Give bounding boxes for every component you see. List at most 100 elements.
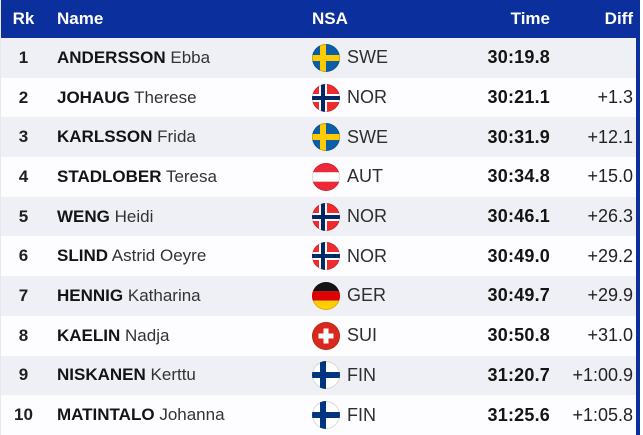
rank-cell: 8 <box>18 325 29 345</box>
athlete-name-cell: HENNIG Katharina <box>46 286 310 306</box>
athlete-given-name: Ebba <box>170 47 211 67</box>
result-row[interactable]: 9 NISKANEN Kerttu FIN 31:20.7 +1:00.9 <box>1 355 636 396</box>
athlete-given-name: Katharina <box>127 285 201 305</box>
athlete-given-name: Astrid Oeyre <box>111 246 207 266</box>
diff-cell: +29.9 <box>587 285 633 306</box>
rank-cell: 5 <box>18 206 29 226</box>
athlete-surname: KARLSSON <box>57 127 153 147</box>
diff-cell: +1:05.8 <box>572 404 633 425</box>
athlete-name-cell: KAELIN Nadja <box>46 326 310 346</box>
nsa-code: AUT <box>347 166 383 187</box>
time-cell: 30:49.7 <box>487 285 550 306</box>
diff-cell: +12.1 <box>587 126 633 147</box>
flag-aut-icon <box>312 162 340 191</box>
result-row[interactable]: 3 KARLSSON Frida SWE 30:31.9 +12.1 <box>1 117 636 158</box>
diff-cell: +26.3 <box>587 206 633 227</box>
result-row[interactable]: 10 MATINTALO Johanna FIN 31:25.6 +1:05.8 <box>1 395 636 435</box>
time-cell: 30:50.8 <box>487 325 550 346</box>
athlete-surname: ANDERSSON <box>57 47 166 67</box>
column-header-nsa: NSA <box>312 9 348 28</box>
nsa-cell: AUT <box>310 162 428 191</box>
nsa-cell: SWE <box>310 43 428 72</box>
athlete-given-name: Therese <box>134 87 197 107</box>
time-cell: 30:21.1 <box>487 87 550 108</box>
nsa-cell: FIN <box>310 361 428 390</box>
time-cell: 30:34.8 <box>487 166 550 187</box>
athlete-surname: HENNIG <box>57 285 124 305</box>
athlete-given-name: Johanna <box>159 405 225 425</box>
flag-nor-icon <box>312 83 340 112</box>
athlete-given-name: Teresa <box>165 166 217 186</box>
diff-cell: +29.2 <box>587 245 633 266</box>
nsa-code: SWE <box>347 47 389 68</box>
rank-cell: 3 <box>18 127 29 147</box>
flag-swe-icon <box>312 123 340 152</box>
rank-cell: 2 <box>18 87 29 107</box>
time-cell: 30:31.9 <box>487 126 550 147</box>
athlete-name-cell: JOHAUG Therese <box>46 88 310 108</box>
result-row[interactable]: 5 WENG Heidi NOR 30:46.1 +26.3 <box>1 196 636 237</box>
athlete-given-name: Nadja <box>125 325 170 345</box>
athlete-name-cell: NISKANEN Kerttu <box>46 365 310 385</box>
athlete-name-cell: MATINTALO Johanna <box>46 405 310 425</box>
nsa-cell: NOR <box>310 202 428 231</box>
nsa-cell: SWE <box>310 123 428 152</box>
athlete-name-cell: SLIND Astrid Oeyre <box>46 246 310 266</box>
athlete-name-cell: WENG Heidi <box>46 207 310 227</box>
result-row[interactable]: 2 JOHAUG Therese NOR 30:21.1 +1.3 <box>1 77 636 118</box>
column-header-diff: Diff <box>604 9 633 28</box>
athlete-surname: MATINTALO <box>57 405 155 425</box>
rank-cell: 6 <box>18 246 29 266</box>
athlete-surname: JOHAUG <box>57 87 130 107</box>
flag-nor-icon <box>312 202 340 231</box>
rank-cell: 9 <box>18 365 29 385</box>
nsa-cell: FIN <box>310 401 428 430</box>
nsa-code: SUI <box>347 325 378 346</box>
nsa-code: GER <box>347 285 387 306</box>
athlete-surname: NISKANEN <box>57 365 146 385</box>
athlete-name-cell: KARLSSON Frida <box>46 127 310 147</box>
time-cell: 31:20.7 <box>487 364 550 385</box>
nsa-cell: NOR <box>310 83 428 112</box>
flag-ger-icon <box>312 281 340 310</box>
nsa-code: SWE <box>347 126 389 147</box>
athlete-given-name: Heidi <box>114 206 154 226</box>
rank-cell: 1 <box>18 47 29 67</box>
rank-cell: 10 <box>14 405 33 425</box>
result-row[interactable]: 4 STADLOBER Teresa AUT 30:34.8 +15.0 <box>1 157 636 197</box>
nsa-cell: SUI <box>310 321 428 350</box>
table-body: 1 ANDERSSON Ebba SWE 30:19.8 2 JOHAUG Th… <box>1 38 636 435</box>
nsa-code: NOR <box>347 206 387 227</box>
nsa-cell: NOR <box>310 242 428 271</box>
athlete-surname: WENG <box>57 206 110 226</box>
nsa-code: NOR <box>347 245 387 266</box>
athlete-name-cell: ANDERSSON Ebba <box>46 48 310 68</box>
athlete-surname: STADLOBER <box>57 166 162 186</box>
nsa-code: FIN <box>347 364 376 385</box>
flag-fin-icon <box>312 401 340 430</box>
diff-cell: +1:00.9 <box>572 364 633 385</box>
rank-cell: 4 <box>18 166 29 186</box>
athlete-surname: SLIND <box>57 246 108 266</box>
column-header-name: Name <box>57 9 104 28</box>
flag-sui-icon <box>312 321 340 350</box>
athlete-surname: KAELIN <box>57 325 121 345</box>
nsa-cell: GER <box>310 281 428 310</box>
result-row[interactable]: 1 ANDERSSON Ebba SWE 30:19.8 <box>1 38 636 78</box>
result-row[interactable]: 7 HENNIG Katharina GER 30:49.7 +29.9 <box>1 276 636 316</box>
time-cell: 31:25.6 <box>487 404 550 425</box>
diff-cell: +31.0 <box>587 325 633 346</box>
nsa-code: NOR <box>347 87 387 108</box>
athlete-given-name: Kerttu <box>150 365 196 385</box>
column-header-rank: Rk <box>12 9 35 28</box>
time-cell: 30:46.1 <box>487 206 550 227</box>
result-row[interactable]: 8 KAELIN Nadja SUI 30:50.8 +31.0 <box>1 315 636 356</box>
flag-nor-icon <box>312 242 340 271</box>
athlete-name-cell: STADLOBER Teresa <box>46 167 310 187</box>
result-row[interactable]: 6 SLIND Astrid Oeyre NOR 30:49.0 +29.2 <box>1 236 636 277</box>
diff-cell: +15.0 <box>587 166 633 187</box>
table-header: Rk Name NSA Time Diff <box>1 0 636 38</box>
flag-swe-icon <box>312 43 340 72</box>
nsa-code: FIN <box>347 404 376 425</box>
